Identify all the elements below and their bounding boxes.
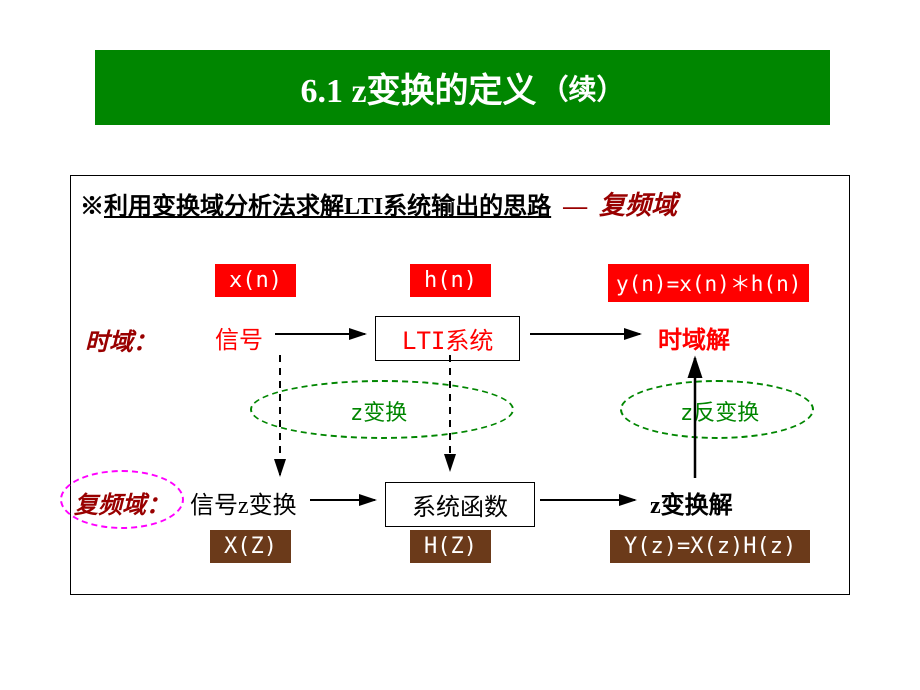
time-result: 时域解 — [658, 320, 730, 355]
box-yn: y(n)=x(n)＊h(n) — [608, 264, 809, 302]
heading-prefix: ※ — [80, 194, 104, 220]
heading-text: 利用变换域分析法求解LTI系统输出的思路 — [104, 194, 551, 220]
title-main: 6.1 z变换的定义 — [300, 63, 536, 112]
time-signal: 信号 — [215, 320, 263, 355]
title-bar: 6.1 z变换的定义 （续） — [95, 50, 830, 125]
box-xz: X(Z) — [210, 530, 291, 563]
freq-result: z变换解 — [650, 485, 733, 520]
freq-domain-label: 复频域： — [74, 485, 170, 520]
title-sub: （续） — [541, 68, 625, 108]
time-domain-label: 时域： — [85, 322, 157, 357]
heading-tag: 复频域 — [599, 191, 677, 220]
box-hz: H(Z) — [410, 530, 491, 563]
box-xn: x(n) — [215, 264, 296, 297]
lti-box: LTI系统 — [375, 316, 520, 361]
heading-line: ※利用变换域分析法求解LTI系统输出的思路 — 复频域 — [80, 185, 677, 222]
sys-func-box: 系统函数 — [385, 482, 535, 527]
z-inverse-label: z反变换 — [680, 395, 759, 427]
freq-signal: 信号z变换 — [190, 485, 297, 520]
heading-dash: — — [563, 194, 587, 220]
box-hn: h(n) — [410, 264, 491, 297]
z-transform-label: z变换 — [350, 395, 407, 427]
box-yz: Y(z)=X(z)H(z) — [610, 530, 810, 563]
